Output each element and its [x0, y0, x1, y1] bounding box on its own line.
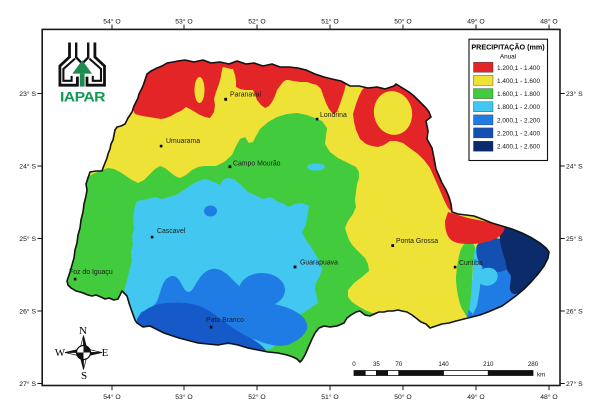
- svg-text:51° O: 51° O: [321, 18, 338, 26]
- svg-text:PRECIPITAÇÃO (mm): PRECIPITAÇÃO (mm): [471, 43, 545, 52]
- svg-text:E: E: [102, 347, 109, 359]
- svg-text:26° S: 26° S: [19, 308, 36, 316]
- svg-text:53° O: 53° O: [175, 393, 192, 401]
- svg-text:km: km: [537, 372, 545, 379]
- svg-text:1.800,1 - 2.000: 1.800,1 - 2.000: [497, 104, 540, 111]
- svg-text:Umuarama: Umuarama: [166, 138, 200, 145]
- svg-text:27° S: 27° S: [566, 380, 583, 388]
- svg-text:280: 280: [528, 361, 539, 368]
- svg-text:24° S: 24° S: [19, 163, 36, 171]
- svg-text:49° O: 49° O: [467, 18, 484, 26]
- svg-text:27° S: 27° S: [19, 380, 36, 388]
- svg-text:52° O: 52° O: [248, 393, 265, 401]
- svg-text:53° O: 53° O: [175, 18, 192, 26]
- svg-text:Londrina: Londrina: [320, 112, 347, 119]
- svg-text:1.600,1 - 1.800: 1.600,1 - 1.800: [497, 91, 540, 98]
- svg-text:IAPAR: IAPAR: [60, 90, 106, 105]
- svg-text:23° S: 23° S: [19, 90, 36, 98]
- svg-text:Guarapuava: Guarapuava: [300, 260, 338, 267]
- svg-text:2.400,1 - 2.600: 2.400,1 - 2.600: [497, 144, 540, 151]
- svg-text:Foz do Iguaçu: Foz do Iguaçu: [69, 269, 113, 276]
- svg-text:54° O: 54° O: [103, 18, 120, 26]
- svg-text:S: S: [81, 370, 87, 382]
- svg-text:35: 35: [373, 361, 380, 368]
- svg-text:Cascavel: Cascavel: [157, 228, 186, 235]
- svg-text:Curitiba: Curitiba: [459, 260, 483, 267]
- svg-text:2.200,1 - 2.400: 2.200,1 - 2.400: [497, 130, 540, 137]
- svg-text:W: W: [55, 347, 66, 359]
- svg-text:50° O: 50° O: [394, 18, 411, 26]
- svg-text:48° O: 48° O: [540, 18, 557, 26]
- svg-text:Pato Branco: Pato Branco: [206, 317, 244, 324]
- svg-text:0: 0: [352, 361, 356, 368]
- svg-text:1.400,1 - 1.600: 1.400,1 - 1.600: [497, 78, 540, 85]
- svg-text:50° O: 50° O: [394, 393, 411, 401]
- svg-text:25° S: 25° S: [566, 235, 583, 243]
- svg-text:70: 70: [395, 361, 402, 368]
- svg-text:Ponta Grossa: Ponta Grossa: [396, 238, 438, 245]
- svg-text:51° O: 51° O: [321, 393, 338, 401]
- svg-text:23° S: 23° S: [566, 90, 583, 98]
- svg-text:Paranavaí: Paranavaí: [230, 92, 261, 99]
- svg-text:54° O: 54° O: [103, 393, 120, 401]
- svg-text:Anual: Anual: [500, 54, 516, 61]
- svg-text:Campo Mourão: Campo Mourão: [233, 161, 281, 168]
- svg-text:26° S: 26° S: [566, 308, 583, 316]
- svg-text:49° O: 49° O: [467, 393, 484, 401]
- svg-text:25° S: 25° S: [19, 235, 36, 243]
- svg-text:24° S: 24° S: [566, 163, 583, 171]
- svg-text:1.200,1 - 1.400: 1.200,1 - 1.400: [497, 65, 540, 72]
- svg-text:52° O: 52° O: [248, 18, 265, 26]
- svg-text:N: N: [79, 325, 87, 337]
- svg-text:2.000,1 - 2.200: 2.000,1 - 2.200: [497, 117, 540, 124]
- svg-text:210: 210: [483, 361, 494, 368]
- svg-text:140: 140: [438, 361, 449, 368]
- svg-text:48° O: 48° O: [540, 393, 557, 401]
